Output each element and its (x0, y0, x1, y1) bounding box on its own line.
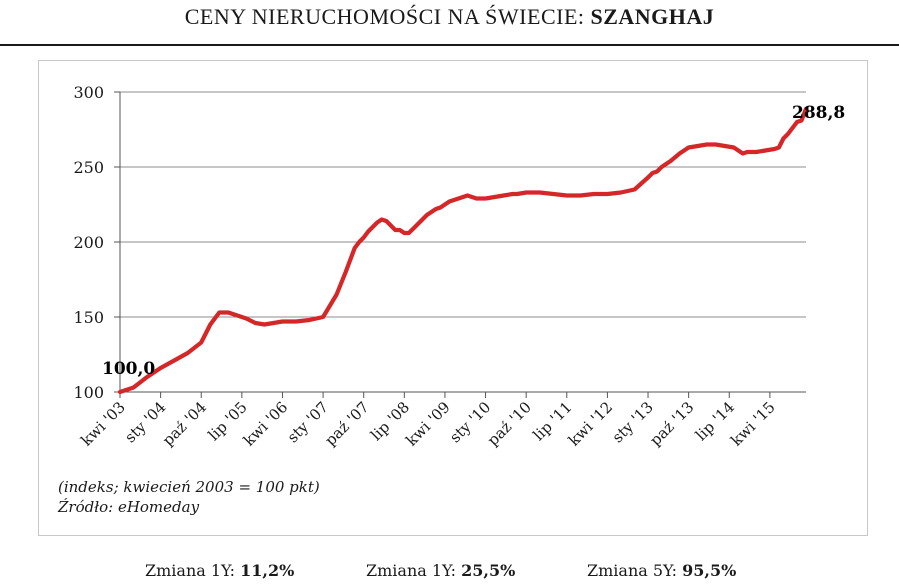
start-value-label: 100,0 (102, 359, 155, 379)
footer-value: 11,2% (240, 561, 295, 580)
title-prefix: CENY NIERUCHOMOŚCI NA ŚWIECIE: (184, 4, 585, 29)
x-tick-label: paź '04 (159, 398, 210, 449)
footer-label: Zmiana 1Y: (366, 561, 457, 580)
y-tick-label: 250 (73, 158, 104, 177)
end-value-label: 288,8 (792, 103, 845, 123)
y-tick-label: 100 (73, 383, 104, 402)
x-tick-label: kwi '15 (727, 398, 778, 449)
y-tick-label: 200 (73, 233, 104, 252)
x-tick-label: paź '10 (484, 398, 535, 449)
footer-change-1: Zmiana 1Y: 11,2% (145, 561, 294, 580)
title-city: SZANGHAJ (590, 4, 715, 29)
footer-label: Zmiana 1Y: (145, 561, 236, 580)
page-title: CENY NIERUCHOMOŚCI NA ŚWIECIE: SZANGHAJ (0, 4, 899, 30)
footer-value: 25,5% (461, 561, 516, 580)
x-tick-label: kwi '12 (565, 398, 616, 449)
footer-change-3: Zmiana 5Y: 95,5% (587, 561, 736, 580)
footer-change-2: Zmiana 1Y: 25,5% (366, 561, 515, 580)
y-tick-label: 300 (73, 83, 104, 102)
x-tick-label: kwi '03 (77, 398, 128, 449)
title-divider (0, 44, 899, 46)
y-tick-label: 150 (73, 308, 104, 327)
x-tick-label: kwi '06 (240, 398, 291, 449)
x-tick-label: paź '07 (321, 398, 372, 449)
source-note: Źródło: eHomeday (58, 498, 200, 516)
x-tick-label: paź '13 (646, 398, 697, 449)
index-note: (indeks; kwiecień 2003 = 100 pkt) (58, 478, 320, 496)
chart-frame (38, 60, 868, 536)
x-tick-label: kwi '09 (402, 398, 453, 449)
footer-label: Zmiana 5Y: (587, 561, 678, 580)
series-line (117, 106, 809, 395)
footer-value: 95,5% (682, 561, 737, 580)
